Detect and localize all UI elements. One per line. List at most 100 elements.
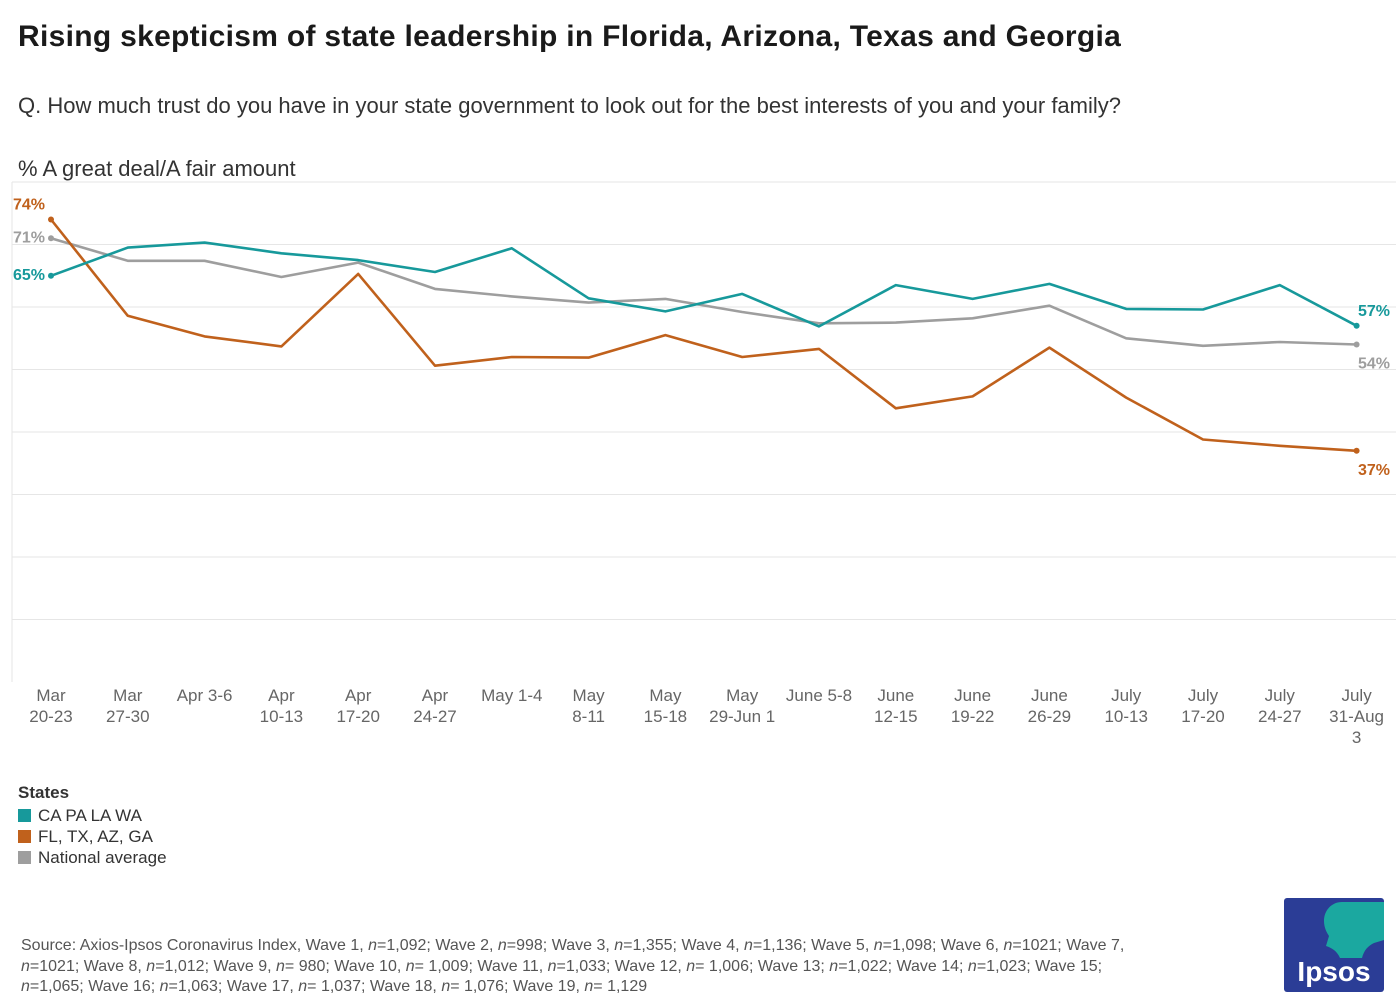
x-tick-label: June 5-8	[786, 686, 852, 705]
x-tick-label: Apr 17-20	[336, 686, 379, 726]
series-start-point	[48, 272, 54, 279]
x-tick-line: Mar	[36, 686, 66, 705]
source-wave: Wave 19,	[512, 978, 585, 995]
x-tick-label: May 1-4	[481, 686, 542, 705]
x-tick-label: June 19-22	[951, 686, 994, 726]
source-wave: Wave 4,	[681, 937, 744, 954]
source-wave: Wave 6,	[940, 937, 1004, 954]
x-tick-line: Mar	[113, 686, 143, 705]
source-sample-size: =1,098;	[882, 937, 941, 954]
source-wave: Wave 2,	[435, 937, 498, 954]
source-sample-size: =1,012;	[155, 957, 214, 975]
series-line-0	[50, 241, 1358, 328]
source-n-symbol: n	[873, 937, 883, 954]
x-tick-line: June	[1031, 686, 1068, 705]
source-n-symbol: n	[829, 957, 839, 975]
source-sample-size: =1,033;	[556, 957, 615, 975]
legend-item-fl-tx-az-ga: FL, TX, AZ, GA	[18, 826, 167, 847]
x-tick-label: Mar 27-30	[106, 686, 149, 726]
x-tick-line: Apr	[422, 686, 449, 705]
survey-question: Q. How much trust do you have in your st…	[18, 93, 1122, 118]
source-wave: Wave 7,	[1066, 937, 1125, 954]
legend-swatch	[18, 809, 31, 822]
series-start-label: 65%	[13, 267, 45, 284]
source-sample-size: = 980;	[284, 957, 335, 975]
source-sample-size: = 1,129	[593, 978, 648, 995]
x-tick-line: 24-27	[1258, 707, 1301, 726]
x-tick-line: 29-Jun 1	[709, 707, 775, 726]
source-n-symbol: n	[21, 978, 30, 995]
source-sample-size: =1,023;	[976, 957, 1036, 975]
source-sample-size: =1,092;	[377, 937, 436, 954]
x-tick-label: Apr 24-27	[413, 686, 456, 726]
source-wave: Wave 15;	[1035, 957, 1103, 975]
x-tick-line: May	[649, 686, 682, 705]
source-wave: Wave 17,	[226, 978, 299, 995]
source-n-symbol: n	[967, 957, 977, 975]
chart-end-labels: 65% 57% 74% 37% 71% 54%	[13, 197, 1390, 479]
x-tick-label: July 17-20	[1181, 686, 1224, 726]
x-tick-label: May 15-18	[644, 686, 687, 726]
x-tick-label: May 29-Jun 1	[709, 686, 775, 726]
legend-swatch	[18, 830, 31, 843]
x-tick-line: 15-18	[644, 707, 687, 726]
series-end-label: 54%	[1358, 356, 1390, 373]
x-tick-line: Apr 3-6	[177, 686, 233, 705]
source-wave: Wave 12,	[614, 957, 687, 975]
series-end-label: 37%	[1358, 462, 1390, 479]
source-sample-size: =1,065;	[29, 978, 89, 995]
source-n-symbol: n	[497, 937, 507, 954]
x-tick-label: Apr 3-6	[177, 686, 233, 705]
logo-head-silhouette	[1324, 902, 1384, 958]
source-n-symbol: n	[441, 978, 451, 995]
legend-swatch	[18, 851, 31, 864]
source-n-symbol: n	[368, 937, 378, 954]
source-prefix: Source: Axios-Ipsos Coronavirus Index,	[21, 937, 306, 954]
series-end-label: 57%	[1358, 303, 1390, 320]
ipsos-logo[interactable]: Ipsos	[1284, 898, 1384, 992]
source-n-symbol: n	[405, 957, 415, 975]
x-tick-line: July	[1188, 686, 1219, 705]
x-tick-line: July	[1111, 686, 1142, 705]
series-line-1	[49, 218, 1357, 453]
source-n-symbol: n	[146, 957, 156, 975]
x-tick-label: July 24-27	[1258, 686, 1301, 726]
x-tick-line: 27-30	[106, 707, 149, 726]
source-wave: Wave 13;	[757, 957, 830, 975]
x-tick-label: June 26-29	[1028, 686, 1071, 726]
source-sample-size: =1,063;	[168, 978, 227, 995]
source-n-symbol: n	[584, 978, 594, 995]
x-tick-line: May 1-4	[481, 686, 542, 705]
x-tick-line: 19-22	[951, 707, 994, 726]
source-sample-size: =1021;	[29, 957, 84, 975]
source-sample-size: =1,136;	[752, 937, 812, 954]
source-wave: Wave 3,	[551, 937, 615, 954]
source-wave: Wave 8,	[83, 957, 147, 975]
x-tick-line: 8-11	[572, 707, 605, 726]
x-tick-label: July 10-13	[1104, 686, 1147, 726]
x-tick-line: 24-27	[413, 707, 456, 726]
legend-item-ca-pa-la-wa: CA PA LA WA	[18, 805, 167, 826]
source-wave: Wave 9,	[213, 957, 277, 975]
source-wave: Wave 1,	[305, 937, 369, 954]
source-n-symbol: n	[686, 957, 696, 975]
chart-series	[48, 216, 1360, 454]
legend-label: CA PA LA WA	[38, 805, 142, 825]
legend-title: States	[18, 783, 70, 802]
x-tick-label: Apr 10-13	[260, 686, 303, 726]
x-tick-line: May	[726, 686, 759, 705]
source-n-symbol: n	[276, 957, 285, 975]
source-n-symbol: n	[21, 957, 30, 975]
source-sample-size: =1,022;	[838, 957, 897, 975]
x-tick-line: May	[573, 686, 606, 705]
source-n-symbol: n	[743, 937, 753, 954]
source-wave: Wave 18,	[369, 978, 442, 995]
x-tick-line: 10-13	[1104, 707, 1147, 726]
source-note: Source: Axios-Ipsos Coronavirus Index, W…	[21, 936, 1151, 998]
line-chart: 65% 57% 74% 37% 71% 54% Mar 20-23 Mar 27-30 Apr 3…	[11, 181, 1396, 747]
x-tick-line: June	[954, 686, 991, 705]
x-tick-line: 17-20	[336, 707, 379, 726]
source-n-symbol: n	[298, 978, 308, 995]
x-tick-line: July	[1341, 686, 1372, 705]
logo-text: Ipsos	[1297, 956, 1370, 987]
